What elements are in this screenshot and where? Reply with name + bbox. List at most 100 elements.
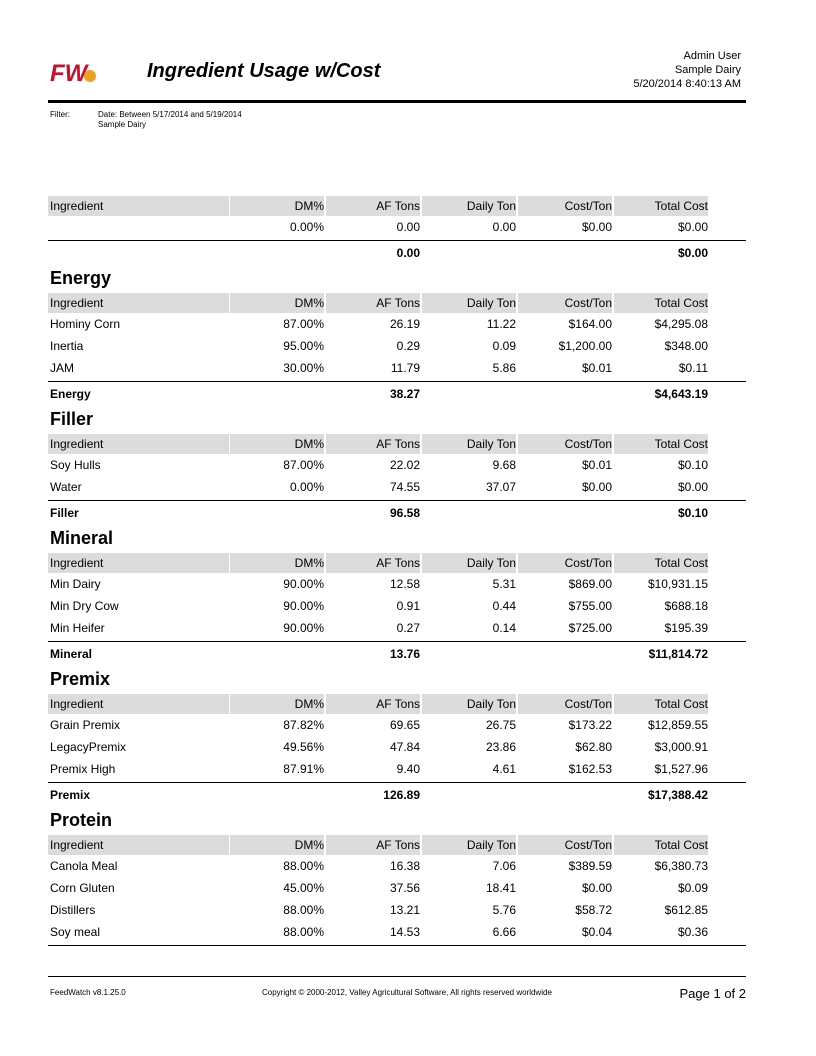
table-cell: $0.00 [581, 220, 612, 234]
column-header: Ingredient [48, 694, 229, 714]
table-cell: 90.00% [283, 621, 324, 635]
subtotal-label: Filler [50, 506, 79, 520]
column-header: Cost/Ton [518, 553, 612, 573]
table-cell: Soy meal [50, 925, 101, 939]
ingredient-group: Filler Ingredient DM% AF Tons Daily Ton Cost/… [48, 406, 746, 525]
column-header: Cost/Ton [518, 835, 612, 855]
table-cell: 30.00% [283, 361, 324, 375]
table-cell: 87.00% [283, 458, 324, 472]
ingredient-group: Mineral Ingredient DM% AF Tons Daily Ton Cost… [48, 525, 746, 666]
subtotal-divider [48, 945, 746, 946]
subtotal-af-tons: 38.27 [389, 387, 420, 401]
table-cell: $10,931.15 [647, 577, 708, 591]
table-row: Grain Premix 87.82% 69.65 26.75 $173.22 $12,8… [48, 714, 746, 736]
subtotal-divider [48, 500, 746, 501]
table-cell: 0.44 [492, 599, 516, 613]
user-name: Admin User [683, 50, 741, 62]
table-cell: 11.22 [486, 317, 516, 331]
table-cell: $12,859.55 [647, 718, 708, 732]
ingredient-group: Ingredient DM% AF Tons Daily Ton Cost/Ton Tot… [48, 194, 746, 265]
table-cell: $0.01 [581, 361, 612, 375]
report-title: Ingredient Usage w/Cost [147, 60, 381, 82]
ingredient-group: Protein Ingredient DM% AF Tons Daily Ton Cost… [48, 807, 746, 946]
column-header: Daily Ton [422, 694, 516, 714]
table-cell: $755.00 [568, 599, 612, 613]
column-header-row: Ingredient DM% AF Tons Daily Ton Cost/Ton Tot… [48, 692, 746, 714]
column-header: Total Cost [614, 293, 708, 313]
table-cell: 47.84 [389, 740, 420, 754]
table-cell: $612.85 [664, 903, 708, 917]
table-cell: 87.00% [283, 317, 324, 331]
column-header: Total Cost [614, 553, 708, 573]
column-header: Total Cost [614, 835, 708, 855]
header-divider [48, 100, 746, 103]
table-cell: Min Heifer [50, 621, 105, 635]
feedwatch-logo: FW [50, 60, 96, 86]
column-header: AF Tons [326, 196, 420, 216]
column-header: DM% [230, 196, 324, 216]
table-cell: $0.09 [677, 881, 708, 895]
table-row: Min Heifer 90.00% 0.27 0.14 $725.00 $195.39 [48, 617, 746, 639]
subtotal-total-cost: $4,643.19 [654, 387, 708, 401]
group-title: Protein [50, 810, 113, 830]
subtotal-total-cost: $17,388.42 [647, 788, 708, 802]
table-cell: $1,200.00 [558, 339, 612, 353]
table-row: Soy Hulls 87.00% 22.02 9.68 $0.01 $0.10 [48, 454, 746, 476]
filter-dairy: Sample Dairy [98, 120, 147, 129]
column-header: Ingredient [48, 293, 229, 313]
table-cell: 37.07 [485, 480, 516, 494]
version-text: FeedWatch v8.1.25.0 [50, 988, 126, 997]
table-cell: 9.40 [396, 762, 420, 776]
table-cell: 0.00 [492, 220, 516, 234]
table-cell: $0.00 [677, 480, 708, 494]
table-cell: 4.61 [492, 762, 516, 776]
table-cell: $0.00 [677, 220, 708, 234]
column-header: Daily Ton [422, 434, 516, 454]
table-row: Min Dairy 90.00% 12.58 5.31 $869.00 $10,931.1… [48, 573, 746, 595]
table-cell: 22.02 [389, 458, 420, 472]
table-cell: 5.86 [492, 361, 516, 375]
column-header: Daily Ton [422, 553, 516, 573]
column-header: AF Tons [326, 553, 420, 573]
table-cell: Water [50, 480, 82, 494]
subtotal-label [48, 241, 229, 265]
table-row: 0.00% 0.00 0.00 $0.00 $0.00 [48, 216, 746, 238]
table-cell: $162.53 [568, 762, 612, 776]
table-cell: 0.91 [396, 599, 420, 613]
table-cell: $688.18 [664, 599, 708, 613]
table-cell: 95.00% [283, 339, 324, 353]
user-info: Admin User Sample Dairy 5/20/2014 8:40:1… [633, 49, 741, 91]
table-cell: 69.65 [389, 718, 420, 732]
table-cell: $173.22 [568, 718, 612, 732]
ingredient-group: Premix Ingredient DM% AF Tons Daily Ton Cost/… [48, 666, 746, 807]
column-header: Total Cost [614, 196, 708, 216]
table-cell: 87.82% [283, 718, 324, 732]
subtotal-total-cost: $11,814.72 [648, 647, 708, 661]
table-cell: 88.00% [283, 859, 324, 873]
table-cell: Min Dairy [50, 577, 101, 591]
table-cell: 6.66 [492, 925, 516, 939]
subtotal-row: 0.00 $0.00 [48, 241, 746, 265]
column-header: Ingredient [48, 196, 229, 216]
table-cell: $0.01 [581, 458, 612, 472]
table-cell: LegacyPremix [50, 740, 127, 754]
table-cell: $869.00 [568, 577, 612, 591]
table-cell: 88.00% [283, 903, 324, 917]
table-cell: Distillers [50, 903, 96, 917]
subtotal-row: Filler 96.58 $0.10 [48, 501, 746, 525]
column-header: DM% [230, 434, 324, 454]
copyright-text: Copyright © 2000-2012, Valley Agricultur… [262, 988, 552, 997]
table-cell: 11.79 [390, 361, 420, 375]
table-cell: Hominy Corn [50, 317, 121, 331]
column-header: DM% [230, 293, 324, 313]
table-cell: Canola Meal [50, 859, 118, 873]
subtotal-total-cost: $0.00 [677, 246, 708, 260]
column-header: AF Tons [326, 835, 420, 855]
table-row: Hominy Corn 87.00% 26.19 11.22 $164.00 $4,295… [48, 313, 746, 335]
table-cell: Soy Hulls [50, 458, 101, 472]
table-cell: Premix High [50, 762, 116, 776]
table-cell: 74.55 [389, 480, 420, 494]
column-header: Cost/Ton [518, 434, 612, 454]
table-cell: 0.27 [396, 621, 420, 635]
table-cell: 5.76 [492, 903, 516, 917]
